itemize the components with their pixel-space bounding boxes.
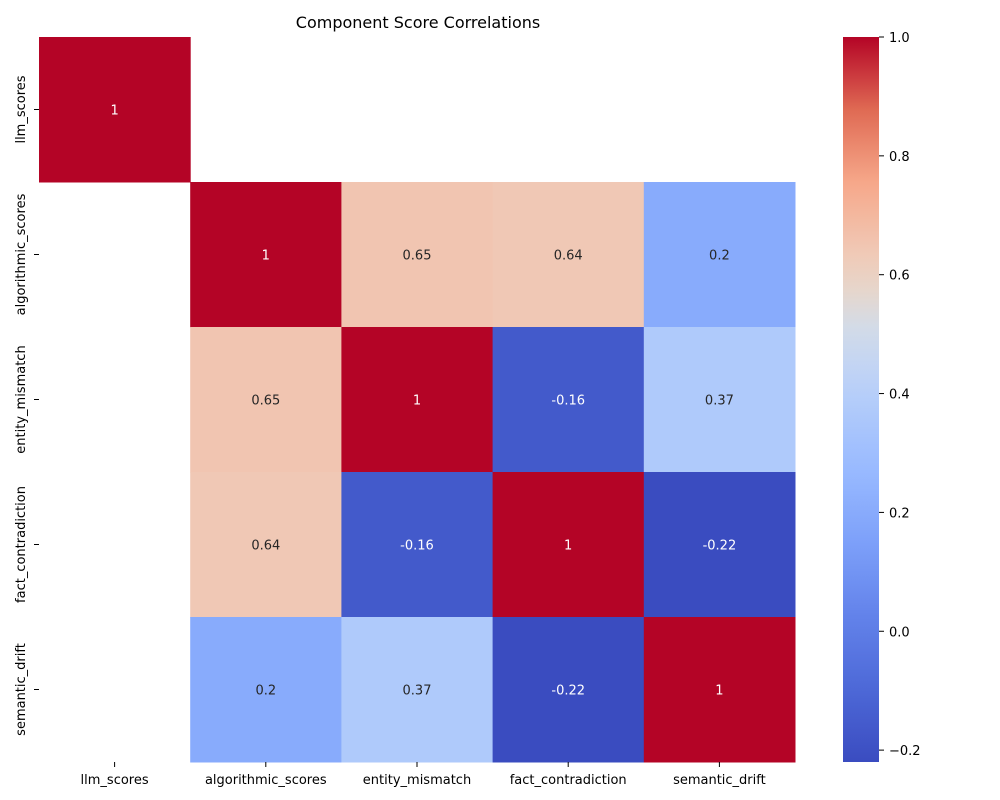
colorbar-tick-label: 1.0 — [889, 31, 910, 46]
heatmap-cell — [341, 327, 494, 473]
colorbar-tick-label: 0.2 — [889, 506, 910, 521]
y-tick-label: entity_mismatch — [14, 345, 29, 453]
y-tick-label: algorithmic_scores — [14, 193, 29, 315]
cell-value-label: 1 — [564, 539, 572, 554]
colorbar-tick-label: 0.6 — [889, 269, 910, 284]
x-tick-label: algorithmic_scores — [205, 773, 327, 788]
cell-value-label: 0.65 — [251, 394, 280, 409]
cell-value-label: 0.65 — [403, 249, 432, 264]
y-axis: llm_scores algorithmic_scores entity_misma… — [14, 75, 39, 736]
cell-value-label: -0.16 — [400, 539, 434, 554]
heatmap-cell — [39, 37, 191, 183]
x-tick-label: entity_mismatch — [363, 773, 471, 788]
heatmap-cell — [341, 617, 494, 763]
cell-value-label: 0.37 — [403, 684, 432, 699]
colorbar: −0.2 0.0 0.2 0.4 0.6 0.8 1.0 — [843, 31, 921, 762]
cell-value-label: 1 — [110, 104, 118, 119]
cell-value-label: -0.22 — [551, 684, 585, 699]
heatmap-cell — [643, 182, 796, 328]
colorbar-tick-label: 0.0 — [889, 625, 910, 640]
cell-value-label: -0.16 — [551, 394, 585, 409]
cell-value-label: -0.22 — [703, 539, 737, 554]
y-tick-label: semantic_drift — [14, 643, 29, 736]
x-tick-label: fact_contradiction — [510, 773, 627, 788]
cell-value-label: 0.64 — [554, 249, 583, 264]
heatmap-cell — [190, 182, 342, 328]
colorbar-gradient — [843, 37, 879, 762]
cell-value-label: 0.2 — [709, 249, 730, 264]
heatmap-cells — [39, 37, 796, 763]
y-tick-label: llm_scores — [14, 75, 29, 143]
cell-value-label: 1 — [413, 394, 421, 409]
x-axis: llm_scores algorithmic_scores entity_misma… — [81, 762, 766, 788]
chart-title: Component Score Correlations — [296, 13, 540, 32]
cell-value-label: 0.37 — [705, 394, 734, 409]
y-tick-label: fact_contradiction — [14, 486, 29, 603]
colorbar-tick-label: −0.2 — [889, 744, 921, 759]
heatmap-cell — [643, 327, 796, 473]
cell-value-label: 0.2 — [255, 684, 276, 699]
heatmap-cell — [341, 472, 494, 618]
colorbar-tick-label: 0.8 — [889, 150, 910, 165]
x-tick-label: semantic_drift — [673, 773, 766, 788]
colorbar-tick-label: 0.4 — [889, 388, 910, 403]
heatmap-cell — [492, 182, 645, 328]
heatmap-cell — [190, 472, 342, 618]
heatmap-cell — [190, 617, 342, 763]
heatmap-cell — [190, 327, 342, 473]
cell-value-label: 1 — [715, 684, 723, 699]
heatmap-cell — [492, 472, 645, 618]
heatmap-cell — [643, 472, 796, 618]
cell-labels: 1 1 0.65 0.64 0.2 0.65 1 -0.16 0.37 0.64 -0.16 1 -0.… — [110, 104, 736, 699]
heatmap-cell — [492, 327, 645, 473]
heatmap-cell — [643, 617, 796, 763]
cell-value-label: 0.64 — [251, 539, 280, 554]
cell-value-label: 1 — [262, 249, 270, 264]
heatmap-cell — [492, 617, 645, 763]
x-tick-label: llm_scores — [81, 773, 149, 788]
heatmap-cell — [341, 182, 494, 328]
